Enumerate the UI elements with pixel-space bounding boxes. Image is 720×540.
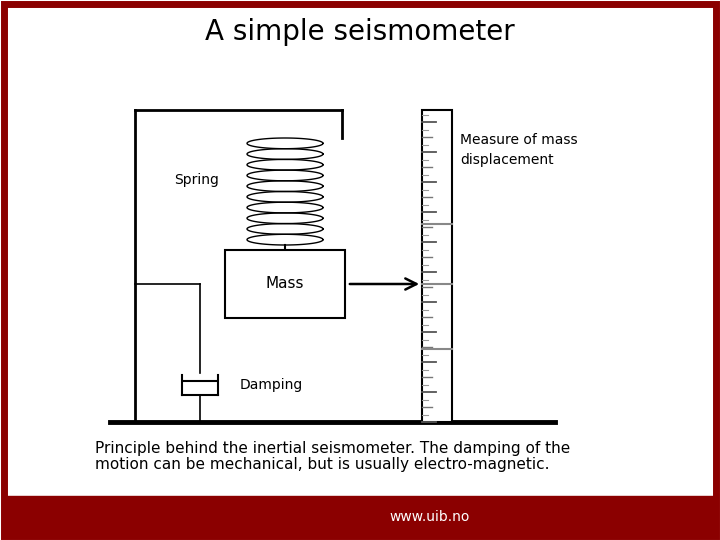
Bar bbox=[225, 250, 345, 318]
Text: motion can be mechanical, but is usually electro-magnetic.: motion can be mechanical, but is usually… bbox=[95, 456, 549, 471]
Bar bbox=[422, 110, 452, 422]
Text: Mass: Mass bbox=[266, 276, 305, 292]
Text: Spring: Spring bbox=[174, 173, 220, 187]
Text: www.uib.no: www.uib.no bbox=[390, 510, 470, 524]
Text: Measure of mass
displacement: Measure of mass displacement bbox=[460, 133, 577, 167]
Text: A simple seismometer: A simple seismometer bbox=[205, 18, 515, 46]
Bar bbox=[4, 496, 716, 536]
Text: Principle behind the inertial seismometer. The damping of the: Principle behind the inertial seismomete… bbox=[95, 441, 570, 456]
Text: Damping: Damping bbox=[240, 378, 303, 392]
